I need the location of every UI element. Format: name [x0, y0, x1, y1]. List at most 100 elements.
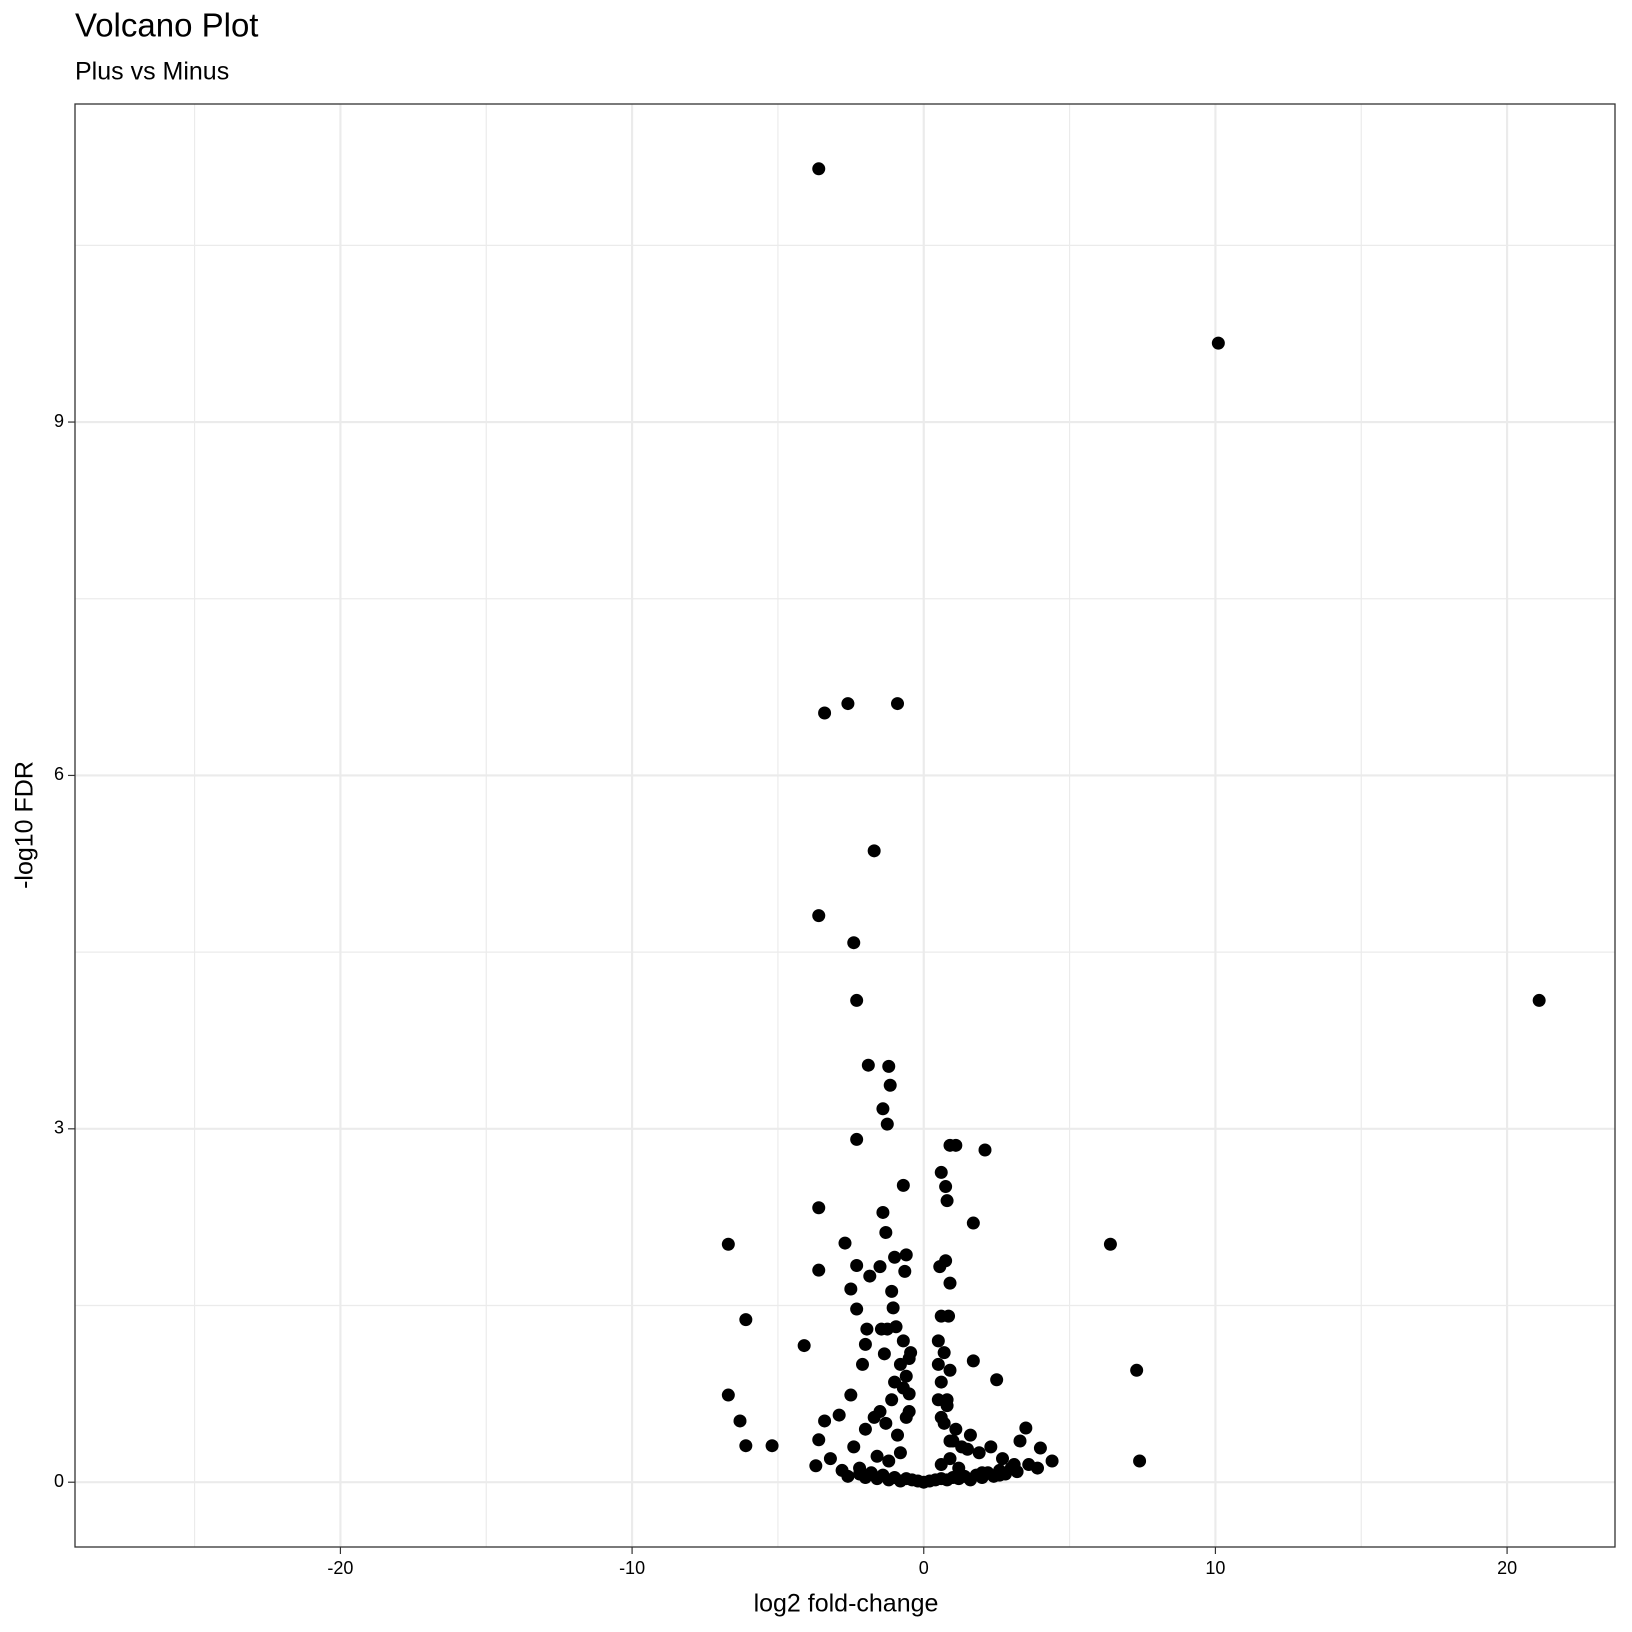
point [885, 1393, 899, 1407]
x-tick-label: 0 [919, 1558, 929, 1578]
point [1103, 1237, 1117, 1251]
point [1532, 993, 1546, 1007]
point [733, 1414, 747, 1428]
point [812, 1433, 826, 1447]
point [812, 909, 826, 923]
y-tick-label: 3 [54, 1118, 64, 1138]
point [937, 1346, 951, 1360]
point [984, 1440, 998, 1454]
point [882, 1454, 896, 1468]
point [858, 1422, 872, 1436]
point [844, 1388, 858, 1402]
point [823, 1452, 837, 1466]
point [931, 1357, 945, 1371]
point [961, 1442, 974, 1456]
point [963, 1428, 977, 1442]
point [888, 1375, 902, 1389]
y-tick-label: 6 [54, 764, 64, 784]
point [943, 1452, 957, 1466]
point [883, 1078, 897, 1092]
point [972, 1446, 986, 1460]
point [990, 1373, 1004, 1387]
x-axis-title: log2 fold-change [754, 1590, 939, 1618]
point [1033, 1441, 1047, 1455]
point [850, 1258, 864, 1272]
point [861, 1058, 875, 1072]
point [850, 1132, 864, 1146]
point [765, 1439, 779, 1453]
point [891, 697, 904, 711]
point [949, 1422, 963, 1436]
point [885, 1284, 899, 1298]
point [838, 1236, 852, 1250]
point [880, 1117, 894, 1131]
point [1045, 1454, 1059, 1468]
point [832, 1408, 846, 1422]
point [797, 1339, 811, 1353]
point [739, 1439, 753, 1453]
point [1133, 1454, 1147, 1468]
point [996, 1452, 1009, 1466]
point [863, 1269, 877, 1283]
point [873, 1405, 887, 1419]
point [812, 1201, 826, 1215]
point [940, 1399, 954, 1413]
point [931, 1334, 945, 1348]
point [847, 1440, 861, 1454]
point [893, 1446, 907, 1460]
point [1007, 1458, 1021, 1472]
point [899, 1410, 913, 1424]
point [891, 1428, 904, 1442]
point [1211, 336, 1225, 350]
point [966, 1216, 980, 1230]
y-tick-label: 9 [54, 411, 64, 431]
point [847, 936, 861, 950]
point [896, 1178, 910, 1192]
point [877, 1347, 891, 1361]
point [1031, 1461, 1044, 1475]
point [889, 1320, 903, 1334]
point [812, 162, 826, 176]
point [853, 1467, 867, 1481]
x-tick-label: -20 [327, 1558, 353, 1578]
point [899, 1369, 913, 1383]
point [867, 844, 881, 858]
y-axis-title: -log10 FDR [11, 761, 39, 889]
point [858, 1337, 872, 1351]
point [943, 1363, 957, 1377]
x-tick-label: -10 [619, 1558, 645, 1578]
point [886, 1301, 900, 1315]
point [721, 1237, 735, 1251]
point [1019, 1421, 1033, 1435]
point [873, 1260, 887, 1274]
point [966, 1354, 980, 1368]
point [818, 1414, 832, 1428]
point [721, 1388, 735, 1402]
point [879, 1416, 893, 1430]
point [888, 1250, 902, 1264]
point [942, 1309, 956, 1323]
point [850, 993, 864, 1007]
chart-subtitle: Plus vs Minus [75, 58, 229, 86]
point [1013, 1434, 1027, 1448]
point [933, 1260, 947, 1274]
point [1130, 1363, 1144, 1377]
point [934, 1410, 948, 1424]
point [809, 1459, 823, 1473]
point [876, 1102, 890, 1116]
point [899, 1248, 913, 1262]
point [902, 1387, 916, 1401]
point [844, 1282, 858, 1296]
point [939, 1180, 953, 1194]
point [860, 1322, 874, 1336]
point [818, 706, 832, 720]
chart-title: Volcano Plot [75, 7, 258, 44]
point [850, 1302, 864, 1316]
point [841, 697, 855, 711]
x-tick-label: 20 [1497, 1558, 1517, 1578]
point [934, 1375, 948, 1389]
point [876, 1205, 890, 1219]
point [975, 1466, 989, 1480]
